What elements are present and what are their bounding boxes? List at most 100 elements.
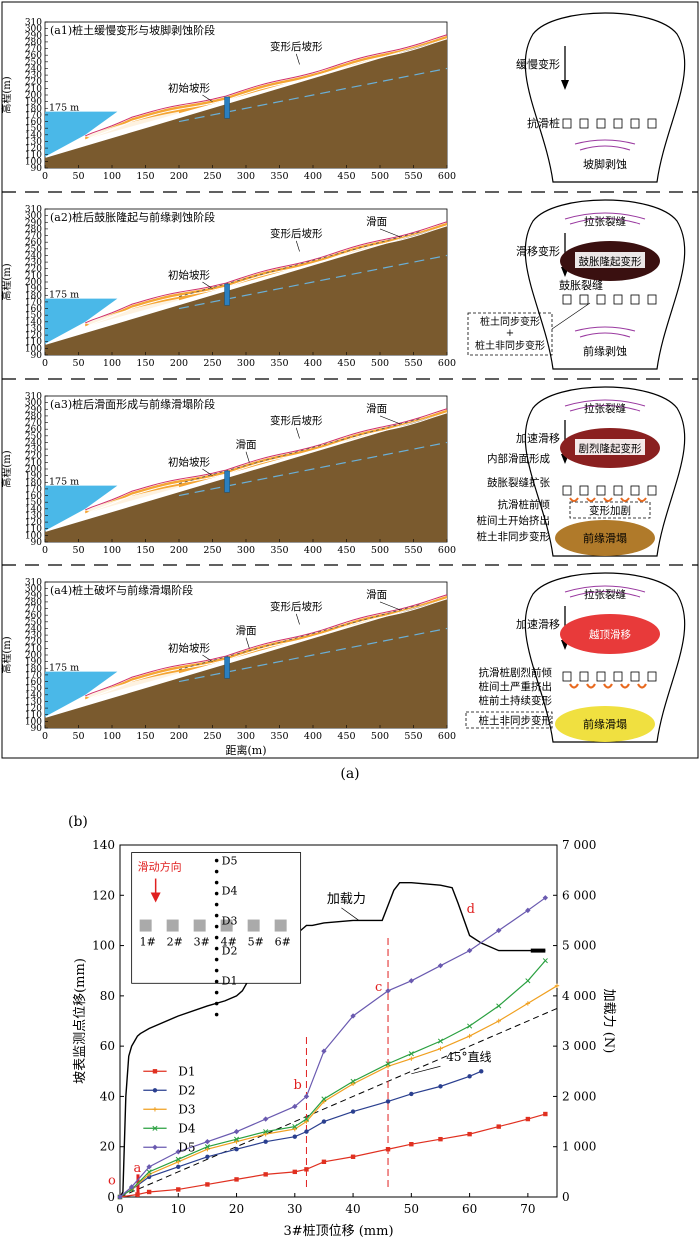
y-tick-label: 190 [25, 658, 42, 668]
pile-square [613, 294, 623, 305]
x-tick-label: 30 [287, 1202, 302, 1216]
x-tick-label: 550 [404, 171, 422, 182]
inset-dot [214, 968, 219, 973]
y-tick-label: 280 [25, 225, 42, 235]
y-tick-label: 140 [92, 838, 115, 852]
initial-slope-pointer [202, 94, 213, 102]
marker [321, 1096, 327, 1102]
tension-crack [569, 591, 641, 598]
arrow-label: 加速滑移 [516, 618, 560, 631]
x-tick-label: 450 [337, 358, 355, 369]
x-tick-label: 450 [337, 731, 355, 742]
initial-slope-line [85, 598, 448, 701]
inset-pile-label: 4# [221, 936, 237, 949]
initial-slope-label: 初始坡形 [168, 269, 210, 282]
y-tick-label: 110 [25, 711, 42, 721]
x-tick-label: 500 [371, 731, 389, 742]
inset-dot [214, 935, 219, 940]
y-tick-label: 220 [25, 78, 42, 88]
marker [496, 1124, 501, 1129]
marker [525, 978, 531, 984]
marker [304, 1119, 309, 1124]
y-tick-label: 250 [25, 432, 42, 442]
panel-title: (a2)桩后鼓胀隆起与前缘剥蚀阶段 [50, 210, 215, 224]
x-tick-label: 300 [237, 731, 255, 742]
soil-squeeze-label: 桩间土严重挤出 [479, 680, 553, 693]
marker [408, 1051, 414, 1057]
x-tick-label: 0 [42, 731, 48, 742]
y-tick-label: 240 [25, 251, 42, 261]
marker [543, 1111, 548, 1117]
marker [303, 1116, 310, 1122]
pile-square [579, 485, 589, 496]
y-tick-label: 120 [25, 704, 42, 714]
uplift-label: 越顶滑移 [589, 628, 631, 641]
marker [175, 1156, 181, 1162]
pile-square [630, 294, 640, 305]
pile-tilt-label: 抗滑桩剧烈前倾 [479, 666, 553, 679]
marker [304, 1167, 309, 1172]
anti-slide-pile [224, 656, 230, 679]
pile-square [647, 485, 657, 496]
marker [128, 1184, 135, 1190]
marker [409, 1091, 414, 1097]
anti-slide-pile [224, 283, 230, 306]
y-tick-label: 100 [25, 531, 42, 541]
y-axis-label: 高程(m) [0, 450, 13, 487]
marker [176, 1164, 181, 1170]
legend-label-D5: D5 [178, 1140, 195, 1154]
marker [152, 1069, 158, 1074]
panel-title: (a4)桩土破坏与前缘滑塌阶段 [50, 583, 193, 597]
y-tick-label: 280 [25, 412, 42, 422]
reservoir-water [45, 111, 118, 157]
panel-a2: 3103002902802702602502402302202102001901… [0, 199, 686, 370]
erosion-arc [574, 326, 636, 332]
slip-surface-label-2: 滑面 [236, 625, 257, 637]
y2-tick-label: 5 000 [562, 939, 596, 953]
uplift-label: 鼓胀隆起变形 [579, 255, 642, 268]
deformed-slope-label: 变形后坡形 [270, 414, 323, 427]
inset-dot [214, 869, 219, 874]
erosion-arc [579, 332, 631, 338]
y-tick-label: 180 [25, 104, 42, 114]
series-line-D5 [119, 897, 546, 1198]
x-tick-label: 100 [103, 171, 121, 182]
y-tick-label: 90 [31, 724, 43, 734]
tension-crack-label: 拉张裂缝 [584, 588, 626, 601]
y-tick-label: 190 [25, 98, 42, 108]
x-tick-label: 250 [203, 731, 221, 742]
pile-square [630, 671, 640, 682]
x-tick-label: 100 [103, 358, 121, 369]
marker [303, 1093, 310, 1100]
slip-surface-pointer [379, 601, 401, 611]
sea-level-label: 175 m [49, 476, 79, 487]
bedrock [45, 412, 447, 542]
deformed-slope-label: 变形后坡形 [270, 227, 323, 240]
y-tick-label: 200 [25, 91, 42, 101]
marker [479, 1069, 484, 1074]
marker [205, 1147, 210, 1152]
marker [350, 1154, 356, 1159]
squeeze-mark [569, 683, 579, 689]
marker [409, 1056, 414, 1061]
legend-label-D4: D4 [178, 1121, 196, 1135]
y2-tick-label: 4 000 [562, 989, 596, 1003]
y2-tick-label: 6 000 [562, 888, 596, 902]
y-tick-label: 310 [25, 578, 42, 588]
x-tick-label: 200 [170, 171, 188, 182]
series-line-D1 [119, 1113, 546, 1198]
anti-slide-pile [224, 96, 230, 119]
initial-slope-pointer [202, 281, 213, 289]
y2-tick-label: 2 000 [562, 1089, 596, 1103]
marker [496, 927, 502, 934]
y2-tick-label: 1 000 [562, 1140, 596, 1154]
marker [234, 1139, 239, 1144]
deformed-slope-line [85, 34, 448, 137]
toe-void [85, 671, 179, 699]
slip-surface-pointer-2 [245, 637, 250, 649]
y-tick-label: 150 [25, 498, 42, 508]
y-tick-label: 240 [25, 64, 42, 74]
arrow-label: 滑移变形 [516, 244, 560, 258]
